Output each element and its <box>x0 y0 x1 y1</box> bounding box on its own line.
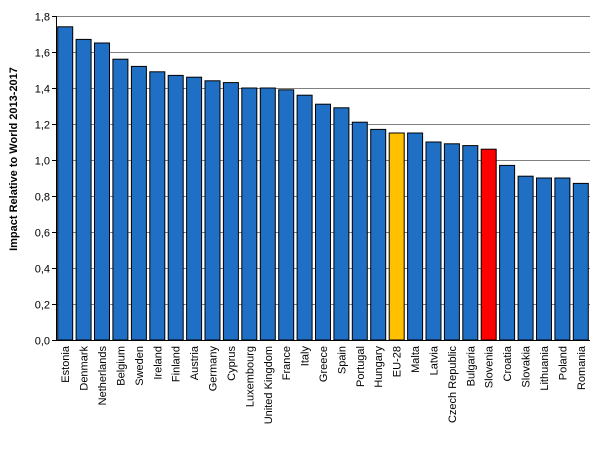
x-tick-label: Ireland <box>152 346 164 380</box>
axes <box>56 16 590 341</box>
bar-france <box>278 89 295 341</box>
y-tick-label: 1,0 <box>35 156 50 168</box>
bar-netherlands <box>94 42 110 341</box>
bar-malta <box>407 132 424 341</box>
x-tick-label: EU-28 <box>392 346 404 377</box>
bar-finland <box>167 74 184 341</box>
bar-cyprus <box>222 82 239 341</box>
x-tick-label: United Kingdom <box>263 346 275 424</box>
x-tick-label: Czech Republic <box>447 346 459 424</box>
x-tick-label: Finland <box>171 346 183 382</box>
bar-germany <box>204 80 221 341</box>
y-tick-label: 1,4 <box>35 84 50 96</box>
bar-czech-republic <box>443 143 460 341</box>
x-tick-label: Bulgaria <box>465 345 477 386</box>
x-tick-label: France <box>281 346 293 380</box>
x-tick-label: Italy <box>300 346 312 367</box>
x-tick-label: Croatia <box>502 345 514 381</box>
y-tick-label: 0,6 <box>35 228 50 240</box>
x-tick-label: Luxembourg <box>244 346 256 407</box>
x-tick-label: Poland <box>557 346 569 380</box>
y-axis-title: Impact Relative to World 2013-2017 <box>8 67 20 251</box>
x-tick-label: Spain <box>336 346 348 374</box>
x-tick-label: Cyprus <box>226 346 238 381</box>
bar-romania <box>572 182 589 341</box>
x-tick-label: Belgium <box>115 346 127 386</box>
x-tick-label: Greece <box>318 346 330 382</box>
x-tick-label: Malta <box>410 345 422 373</box>
y-tick-labels: 0,0 0,2 0,4 0,6 0,8 1,0 1,2 1,4 1,6 1,8 <box>35 12 56 348</box>
bar-sweden <box>130 65 147 341</box>
bar-portugal <box>351 121 368 341</box>
y-tick-label: 0,2 <box>35 300 50 312</box>
y-tick-label: 1,2 <box>35 120 50 132</box>
bar-greece <box>315 103 331 341</box>
x-tick-label: Austria <box>189 345 201 380</box>
bar-italy <box>296 94 313 341</box>
y-tick-label: 1,6 <box>35 48 50 60</box>
bar-bulgaria <box>462 145 479 341</box>
x-tick-label: Netherlands <box>97 346 109 406</box>
bar-belgium <box>112 58 129 341</box>
bar-spain <box>333 107 350 341</box>
bars <box>57 26 589 341</box>
x-tick-label: Portugal <box>355 346 367 387</box>
bar-hungary <box>370 128 387 341</box>
bar-united-kingdom <box>259 87 276 341</box>
bar-eu-28 <box>388 132 405 341</box>
bar-austria <box>186 76 203 341</box>
x-tick-label: Estonia <box>60 345 72 383</box>
x-tick-label: Lithuania <box>539 345 551 391</box>
x-tick-label: Germany <box>208 346 220 392</box>
y-tick-label: 1,8 <box>35 12 50 24</box>
x-tick-label: Slovenia <box>484 345 496 388</box>
y-tick-label: 0,8 <box>35 192 50 204</box>
x-tick-label: Sweden <box>134 346 146 386</box>
bar-estonia <box>57 26 74 341</box>
x-tick-label: Slovakia <box>521 345 533 387</box>
y-tick-label: 0,0 <box>35 336 50 348</box>
x-tick-labels: Estonia Denmark Netherlands Belgium Sweden Ir… <box>60 345 588 424</box>
x-tick-label: Romania <box>576 345 588 390</box>
y-tick-label: 0,4 <box>35 264 50 276</box>
bar-poland <box>554 177 571 341</box>
bar-lithuania <box>536 177 552 341</box>
bar-denmark <box>75 38 92 341</box>
bar-croatia <box>499 164 516 341</box>
x-tick-label: Latvia <box>429 345 441 375</box>
bar-luxembourg <box>241 87 258 341</box>
bar-slovenia <box>480 148 497 341</box>
bar-latvia <box>425 141 442 341</box>
bar-slovakia <box>517 175 534 341</box>
bar-ireland <box>149 71 166 341</box>
x-tick-label: Hungary <box>373 346 385 388</box>
x-tick-label: Denmark <box>79 346 91 391</box>
